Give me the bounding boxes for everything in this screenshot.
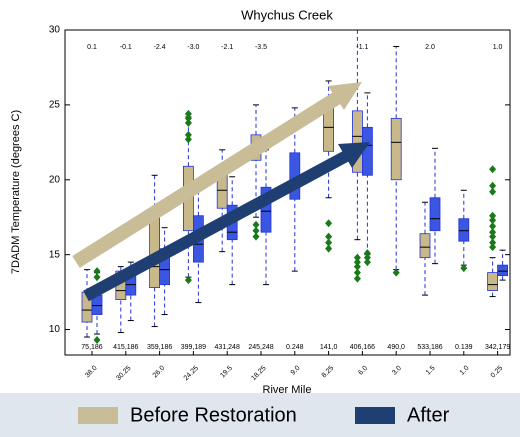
x-tick-label: 1.5 [425,365,437,377]
count-label: 342,179 [485,344,510,351]
outlier [325,244,333,253]
outlier [353,262,361,271]
outlier [363,253,371,262]
y-tick-label: 10 [49,324,61,335]
difference-label: -3.0 [187,44,199,51]
legend-label: After [407,404,450,426]
outlier [325,238,333,247]
outlier [363,258,371,267]
before-arrow [72,90,344,268]
outlier [489,222,497,231]
box [361,126,373,176]
outlier [353,258,361,267]
outlier [489,187,497,196]
count-label: 431,248 [215,344,240,351]
outlier [184,109,192,118]
box [429,197,441,232]
count-label: 0.139 [455,344,473,351]
x-tick-label: 3.0 [391,365,403,377]
count-label: 245,248 [248,344,273,351]
difference-label: -2.1 [221,44,233,51]
difference-label: 0.1 [87,44,97,51]
box [458,218,470,242]
outlier [489,238,497,247]
count-label: 75,186 [81,344,103,351]
difference-label: -3.5 [255,44,267,51]
legend-swatch [355,407,395,424]
count-label: 0.248 [286,344,304,351]
box [260,186,272,233]
outlier [489,216,497,225]
outlier [489,228,497,237]
outlier [489,232,497,241]
outlier [353,253,361,262]
difference-label: -2.4 [154,44,166,51]
outlier [184,114,192,123]
outlier [325,232,333,241]
count-label: 533,186 [417,344,442,351]
chart-title: Whychus Creek [241,7,333,22]
outlier [93,267,101,276]
outlier [325,219,333,228]
outlier [93,273,101,282]
box [487,272,499,291]
outlier [184,130,192,139]
outlier [489,165,497,174]
outlier [460,264,468,273]
x-axis-label: River Mile [263,384,312,396]
after-arrow [83,148,353,302]
difference-label: -1.1 [356,44,368,51]
y-tick-label: 25 [49,100,61,111]
difference-label: 1.0 [493,44,503,51]
outlier [93,336,101,345]
outlier [184,118,192,127]
y-tick-label: 15 [49,249,61,260]
y-axis-label: 7DADM Temperature (degrees C) [10,110,22,274]
y-tick-label: 20 [49,174,61,185]
box [497,264,509,277]
before-arrow-head [328,82,362,110]
difference-label: 2.0 [425,44,435,51]
plot-frame [64,29,511,356]
box [419,233,431,259]
after-arrow-head [338,142,370,168]
outlier [353,274,361,283]
outlier [489,211,497,220]
y-tick-label: 30 [49,25,61,36]
outlier [363,249,371,258]
outlier [252,220,260,229]
x-tick-label: 6.0 [357,365,369,377]
outlier [489,243,497,252]
count-label: 415,186 [113,344,138,351]
count-label: 141,0 [320,344,338,351]
count-label: 399,189 [181,344,206,351]
outlier [252,226,260,235]
legend-swatch [78,407,118,424]
box [390,117,402,181]
outlier [184,135,192,144]
count-label: 490,0 [387,344,405,351]
x-tick-label: 1.0 [459,365,471,377]
outlier [353,268,361,277]
outlier [392,268,400,277]
outlier [252,232,260,241]
count-label: 359,186 [147,344,172,351]
outlier [489,181,497,190]
difference-label: -0.1 [120,44,132,51]
outlier [184,276,192,285]
legend-label: Before Restoration [130,404,297,426]
count-label: 406,166 [350,344,375,351]
x-tick-label: 9.0 [290,365,302,377]
